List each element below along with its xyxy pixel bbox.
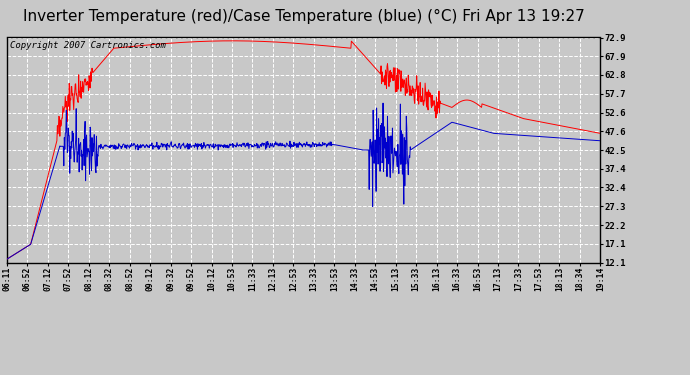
Text: Inverter Temperature (red)/Case Temperature (blue) (°C) Fri Apr 13 19:27: Inverter Temperature (red)/Case Temperat… — [23, 9, 584, 24]
Text: Copyright 2007 Cartronics.com: Copyright 2007 Cartronics.com — [10, 41, 166, 50]
